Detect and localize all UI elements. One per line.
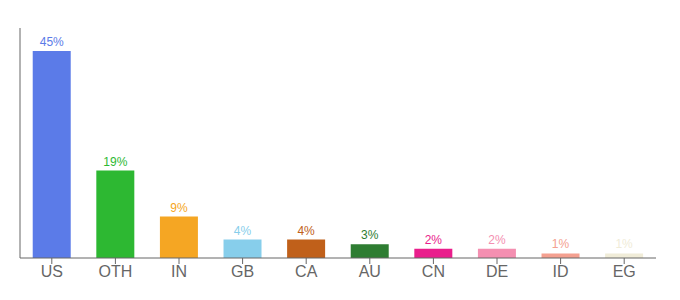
svg-text:1%: 1% — [552, 237, 570, 251]
svg-text:AU: AU — [359, 263, 381, 280]
svg-text:DE: DE — [486, 263, 508, 280]
svg-text:19%: 19% — [103, 155, 127, 169]
svg-text:4%: 4% — [234, 224, 252, 238]
svg-text:4%: 4% — [297, 224, 315, 238]
svg-text:2%: 2% — [488, 233, 506, 247]
svg-text:9%: 9% — [170, 201, 188, 215]
svg-text:ID: ID — [553, 263, 569, 280]
svg-text:CN: CN — [422, 263, 445, 280]
svg-text:EG: EG — [613, 263, 636, 280]
svg-text:GB: GB — [231, 263, 254, 280]
svg-text:CA: CA — [295, 263, 318, 280]
svg-text:IN: IN — [171, 263, 187, 280]
svg-text:3%: 3% — [361, 228, 379, 242]
svg-text:1%: 1% — [615, 237, 633, 251]
svg-text:OTH: OTH — [99, 263, 133, 280]
svg-text:45%: 45% — [40, 35, 64, 49]
svg-text:US: US — [41, 263, 63, 280]
svg-text:2%: 2% — [425, 233, 443, 247]
